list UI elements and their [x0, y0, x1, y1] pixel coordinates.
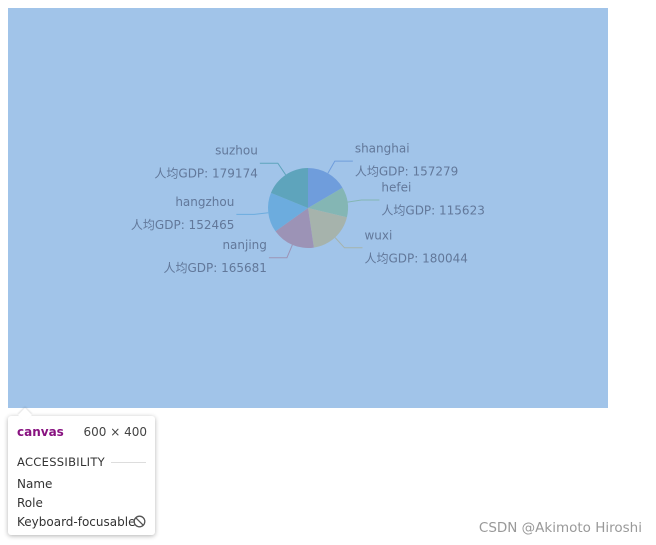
chart: shanghai 人均GDP: 157279 hefei 人均GDP: 115623 w… [8, 8, 608, 408]
slice-name: suzhou [215, 144, 258, 158]
leader-line [327, 160, 353, 174]
leader-line [347, 199, 380, 203]
value-label: 人均GDP: 179174 [154, 167, 257, 181]
not-focusable-icon [133, 515, 146, 528]
pie-slice [308, 187, 348, 218]
inspector-tooltip: canvas 600 × 400 ACCESSIBILITY Name Role… [8, 407, 155, 535]
leader-line [268, 244, 293, 259]
pie-slice [270, 168, 308, 208]
leader-line [334, 237, 363, 249]
row: Name [17, 477, 53, 491]
pie-slice [268, 192, 308, 232]
element-size: 600 × 400 [83, 425, 148, 439]
tooltip-arrow [17, 407, 33, 423]
slice-name: nanjing [222, 238, 266, 252]
row: Role [17, 496, 43, 510]
value-label: 人均GDP: 180044 [364, 251, 467, 265]
section-title: ACCESSIBILITY [17, 455, 106, 469]
leader-line [236, 212, 269, 215]
row: Keyboard-focusable [17, 515, 136, 529]
leader-line [259, 162, 287, 176]
value-label: 人均GDP: 165681 [163, 261, 266, 275]
watermark: CSDN @Akimoto Hiroshi [478, 520, 642, 536]
pie-slice [275, 208, 314, 248]
slice-name: hefei [381, 181, 411, 195]
element-name: canvas [17, 425, 64, 439]
slice-name: hangzhou [175, 195, 234, 209]
value-label: 人均GDP: 157279 [355, 165, 458, 179]
slice-name: shanghai [355, 142, 410, 156]
pie-slice [308, 208, 347, 248]
value-label: 人均GDP: 152465 [131, 218, 234, 232]
value-label: 人均GDP: 115623 [381, 204, 484, 218]
pie-slice [308, 168, 343, 208]
section-rule [111, 462, 146, 463]
slice-name: wuxi [364, 228, 392, 242]
